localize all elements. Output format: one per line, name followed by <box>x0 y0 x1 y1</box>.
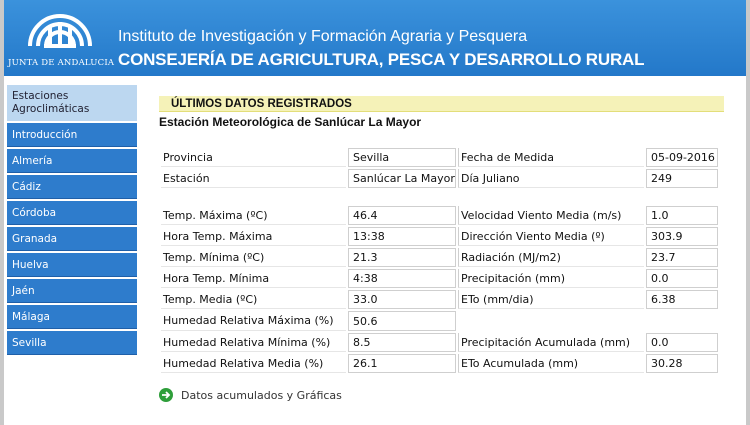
fecha-label: Fecha de Medida <box>458 148 644 167</box>
sidebar-item-estaciones[interactable]: Estaciones Agroclimáticas <box>7 85 137 121</box>
logo-arcs-icon <box>28 14 92 48</box>
table-row: Hora Temp. Mínima 4:38 Precipitación (mm… <box>161 269 718 288</box>
measure-value: 1.0 <box>646 206 718 225</box>
estacion-label: Estación <box>161 169 346 188</box>
sidebar-item-almeria[interactable]: Almería <box>7 149 137 173</box>
measure-value: 50.6 <box>348 311 456 331</box>
measure-value: 4:38 <box>348 269 456 288</box>
table-row: Provincia Sevilla Fecha de Medida 05-09-… <box>161 148 718 167</box>
measure-label: Hora Temp. Mínima <box>161 269 346 288</box>
station-info-table: Provincia Sevilla Fecha de Medida 05-09-… <box>159 146 720 190</box>
measure-value: 30.28 <box>646 354 718 373</box>
measure-value: 33.0 <box>348 290 456 309</box>
header-banner: JUNTA DE ANDALUCIA Instituto de Investig… <box>4 0 746 76</box>
measure-label: Temp. Máxima (ºC) <box>161 206 346 225</box>
cumulative-data-link[interactable]: Datos acumulados y Gráficas <box>159 387 342 403</box>
measure-label: Precipitación Acumulada (mm) <box>458 333 644 352</box>
section-title: ÚLTIMOS DATOS REGISTRADOS <box>159 96 724 112</box>
dia-juliano-value: 249 <box>646 169 718 188</box>
measure-value: 0.0 <box>646 333 718 352</box>
table-row: Temp. Mínima (ºC) 21.3 Radiación (MJ/m2)… <box>161 248 718 267</box>
sidebar-item-huelva[interactable]: Huelva <box>7 253 137 277</box>
sidebar-nav: Estaciones Agroclimáticas Introducción A… <box>7 85 139 357</box>
page: JUNTA DE ANDALUCIA Instituto de Investig… <box>4 0 746 425</box>
sidebar-item-granada[interactable]: Granada <box>7 227 137 251</box>
measure-label: ETo Acumulada (mm) <box>458 354 644 373</box>
table-row: Temp. Media (ºC) 33.0 ETo (mm/dia) 6.38 <box>161 290 718 309</box>
measure-value: 26.1 <box>348 354 456 373</box>
measure-value: 0.0 <box>646 269 718 288</box>
junta-andalucia-logo[interactable]: JUNTA DE ANDALUCIA <box>8 2 115 72</box>
estacion-value: Sanlúcar La Mayor <box>348 169 456 188</box>
measure-label: Temp. Media (ºC) <box>161 290 346 309</box>
measure-value: 303.9 <box>646 227 718 246</box>
measure-value: 23.7 <box>646 248 718 267</box>
sidebar-item-cadiz[interactable]: Cádiz <box>7 175 137 199</box>
measure-value: 21.3 <box>348 248 456 267</box>
measure-label: Humedad Relativa Media (%) <box>161 354 346 373</box>
institute-title: Instituto de Investigación y Formación A… <box>118 28 528 45</box>
table-row: Humedad Relativa Mínima (%) 8.5 Precipit… <box>161 333 718 352</box>
table-row: Humedad Relativa Máxima (%) 50.6 <box>161 311 718 331</box>
measure-label: Radiación (MJ/m2) <box>458 248 644 267</box>
logo-text: JUNTA DE ANDALUCIA <box>8 58 115 68</box>
cumulative-data-link-text[interactable]: Datos acumulados y Gráficas <box>181 388 342 402</box>
station-title: Estación Meteorológica de Sanlúcar La Ma… <box>159 115 422 129</box>
measure-value: 6.38 <box>646 290 718 309</box>
table-row: Humedad Relativa Media (%) 26.1 ETo Acum… <box>161 354 718 373</box>
ministry-title: CONSEJERÍA DE AGRICULTURA, PESCA Y DESAR… <box>118 50 645 69</box>
arrow-right-circle-icon[interactable] <box>159 388 173 402</box>
measure-label: Dirección Viento Media (º) <box>458 227 644 246</box>
sidebar-item-jaen[interactable]: Jaén <box>7 279 137 303</box>
measure-label: Humedad Relativa Mínima (%) <box>161 333 346 352</box>
measure-label: Velocidad Viento Media (m/s) <box>458 206 644 225</box>
measure-value: 46.4 <box>348 206 456 225</box>
sidebar-item-introduccion[interactable]: Introducción <box>7 123 137 147</box>
measure-value: 8.5 <box>348 333 456 352</box>
dia-juliano-label: Día Juliano <box>458 169 644 188</box>
table-row: Estación Sanlúcar La Mayor Día Juliano 2… <box>161 169 718 188</box>
measure-label: Hora Temp. Máxima <box>161 227 346 246</box>
sidebar-item-sevilla[interactable]: Sevilla <box>7 331 137 355</box>
fecha-value: 05-09-2016 <box>646 148 718 167</box>
measure-label: Temp. Mínima (ºC) <box>161 248 346 267</box>
empty-cell <box>458 311 718 331</box>
table-row: Temp. Máxima (ºC) 46.4 Velocidad Viento … <box>161 206 718 225</box>
main-content: ÚLTIMOS DATOS REGISTRADOS Estación Meteo… <box>159 96 729 373</box>
provincia-value: Sevilla <box>348 148 456 167</box>
provincia-label: Provincia <box>161 148 346 167</box>
measure-value: 13:38 <box>348 227 456 246</box>
sidebar-item-cordoba[interactable]: Córdoba <box>7 201 137 225</box>
sidebar-item-malaga[interactable]: Málaga <box>7 305 137 329</box>
measurements-table: Temp. Máxima (ºC) 46.4 Velocidad Viento … <box>159 204 720 375</box>
measure-label: Humedad Relativa Máxima (%) <box>161 311 346 331</box>
measure-label: ETo (mm/dia) <box>458 290 644 309</box>
table-row: Hora Temp. Máxima 13:38 Dirección Viento… <box>161 227 718 246</box>
measure-label: Precipitación (mm) <box>458 269 644 288</box>
